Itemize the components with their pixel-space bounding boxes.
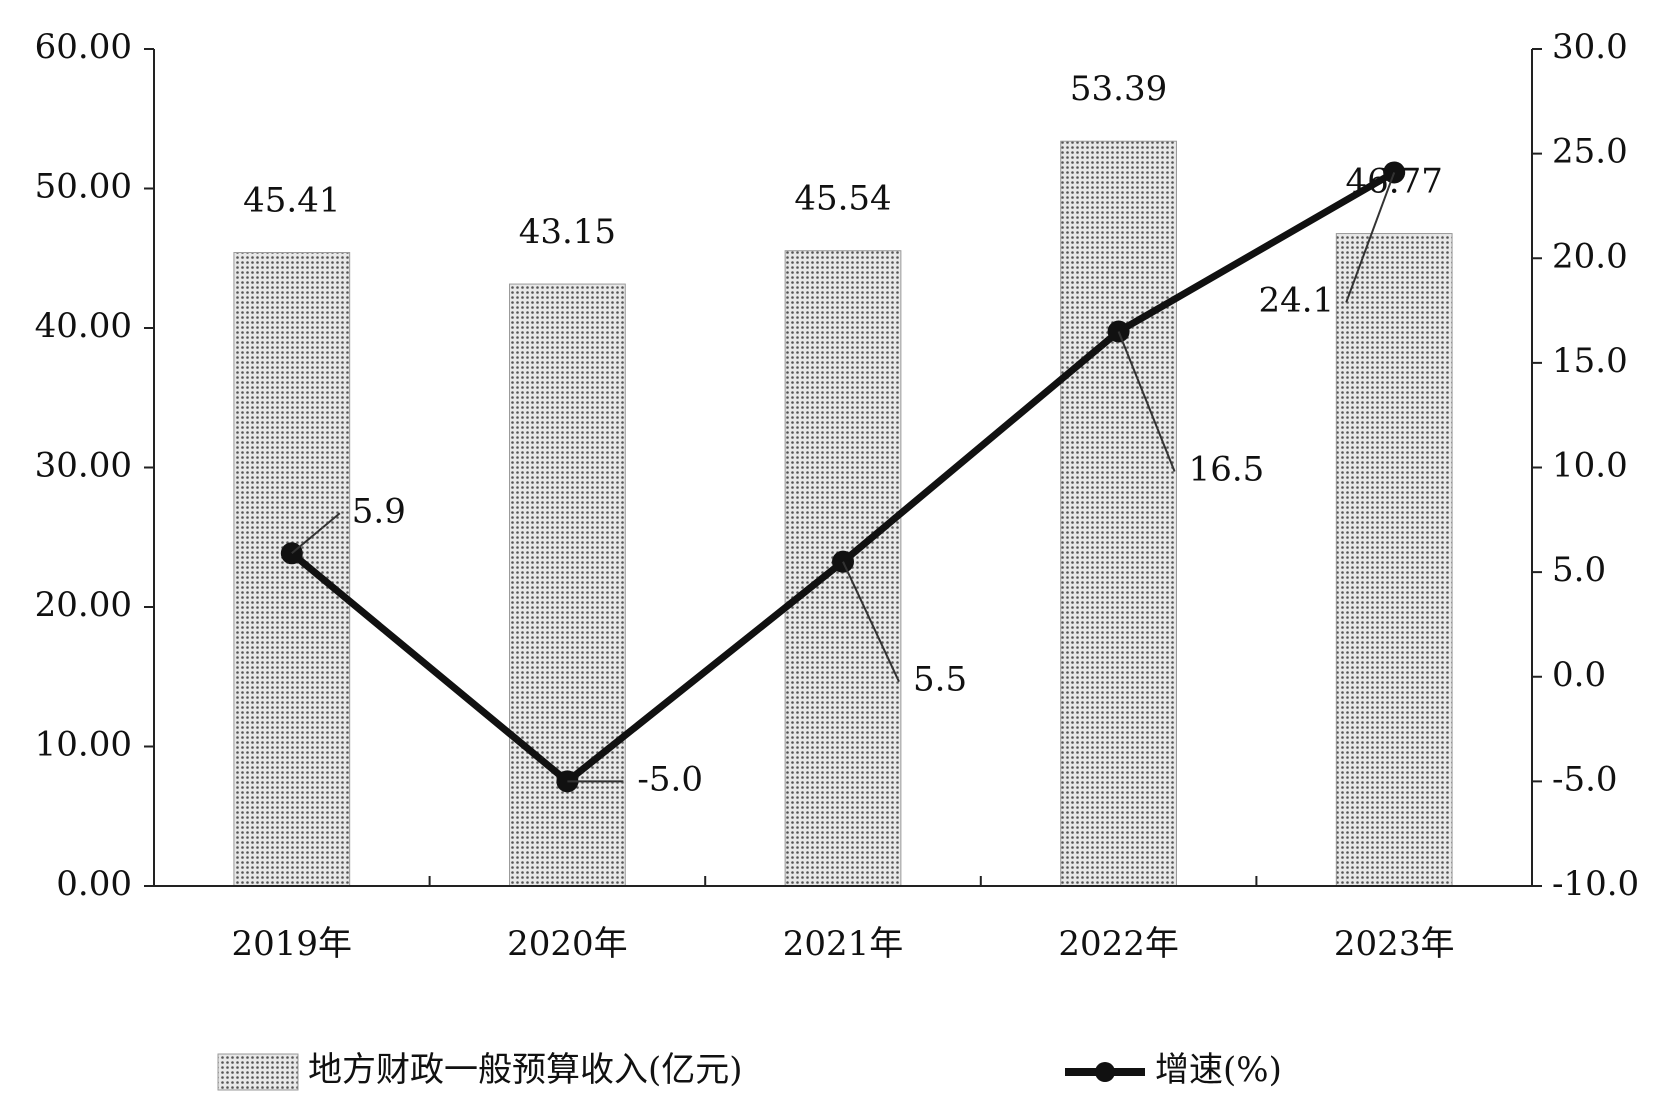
bar-value-label: 45.54 <box>794 179 891 219</box>
bar <box>233 252 351 887</box>
growth-value-label: 24.1 <box>1258 280 1334 320</box>
leader-line <box>1117 331 1176 472</box>
growth-value-label: -5.0 <box>637 759 703 799</box>
leader-line <box>291 512 341 555</box>
x-tick-label: 2022年 <box>1058 924 1179 964</box>
y-tick-label: 30.00 <box>35 446 132 486</box>
legend-swatch-point <box>1095 1062 1115 1082</box>
y-tick-label: 10.00 <box>35 725 132 765</box>
y2-tick-label: 10.0 <box>1552 446 1628 486</box>
leader-line <box>842 561 900 683</box>
y2-tick-label: 15.0 <box>1552 341 1628 381</box>
y2-tick-label: 5.0 <box>1552 550 1606 590</box>
y-tick-label: 50.00 <box>35 167 132 207</box>
bar-value-label: 45.41 <box>243 181 340 221</box>
y2-tick-label: 20.0 <box>1552 236 1628 276</box>
x-tick-label: 2019年 <box>232 924 353 964</box>
y-tick-label: 60.00 <box>35 27 132 67</box>
legend-label: 增速(%) <box>1155 1050 1282 1090</box>
bar-value-label: 53.39 <box>1070 69 1167 109</box>
legend-label: 地方财政一般预算收入(亿元) <box>308 1050 743 1090</box>
x-tick-label: 2020年 <box>507 924 628 964</box>
bar-value-label: 43.15 <box>519 212 616 252</box>
bar <box>1060 140 1177 887</box>
leader-line <box>1345 172 1396 303</box>
y2-tick-label: -10.0 <box>1552 864 1639 904</box>
growth-value-label: 5.9 <box>352 491 406 531</box>
y-tick-label: 0.00 <box>56 864 132 904</box>
growth-value-label: 5.5 <box>913 660 967 700</box>
y2-tick-label: 0.0 <box>1552 655 1606 695</box>
y-tick-label: 40.00 <box>35 306 132 346</box>
legend-swatch <box>217 1053 299 1091</box>
growth-value-label: 16.5 <box>1189 449 1265 489</box>
bar <box>1335 233 1453 887</box>
bar <box>509 283 626 887</box>
y2-tick-label: -5.0 <box>1552 759 1618 799</box>
y2-tick-label: 25.0 <box>1552 132 1628 172</box>
y2-tick-label: 30.0 <box>1552 27 1628 67</box>
y-tick-label: 20.00 <box>35 585 132 625</box>
x-tick-label: 2021年 <box>783 924 904 964</box>
x-tick-label: 2023年 <box>1334 924 1455 964</box>
